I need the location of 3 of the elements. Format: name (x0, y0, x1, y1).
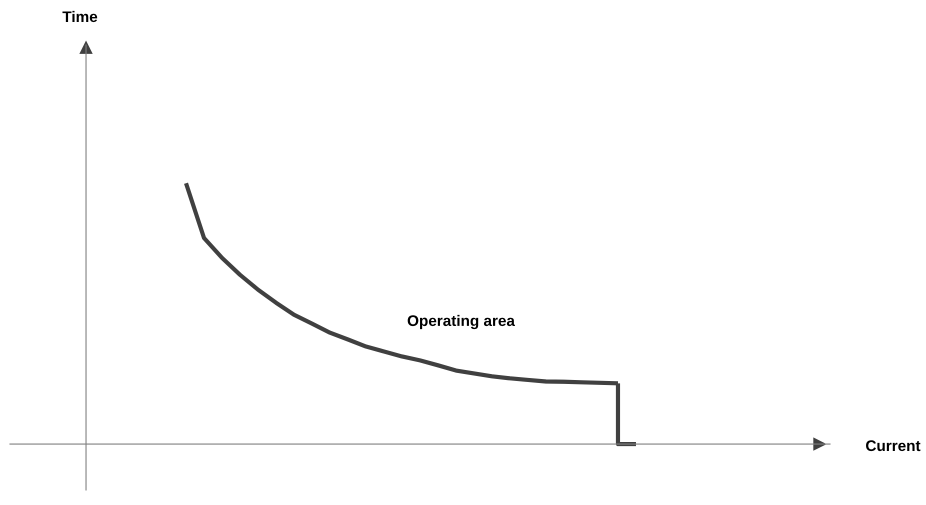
annotation: Operating area (408, 314, 516, 330)
text: Current (866, 440, 920, 452)
text: Time (62, 10, 98, 22)
